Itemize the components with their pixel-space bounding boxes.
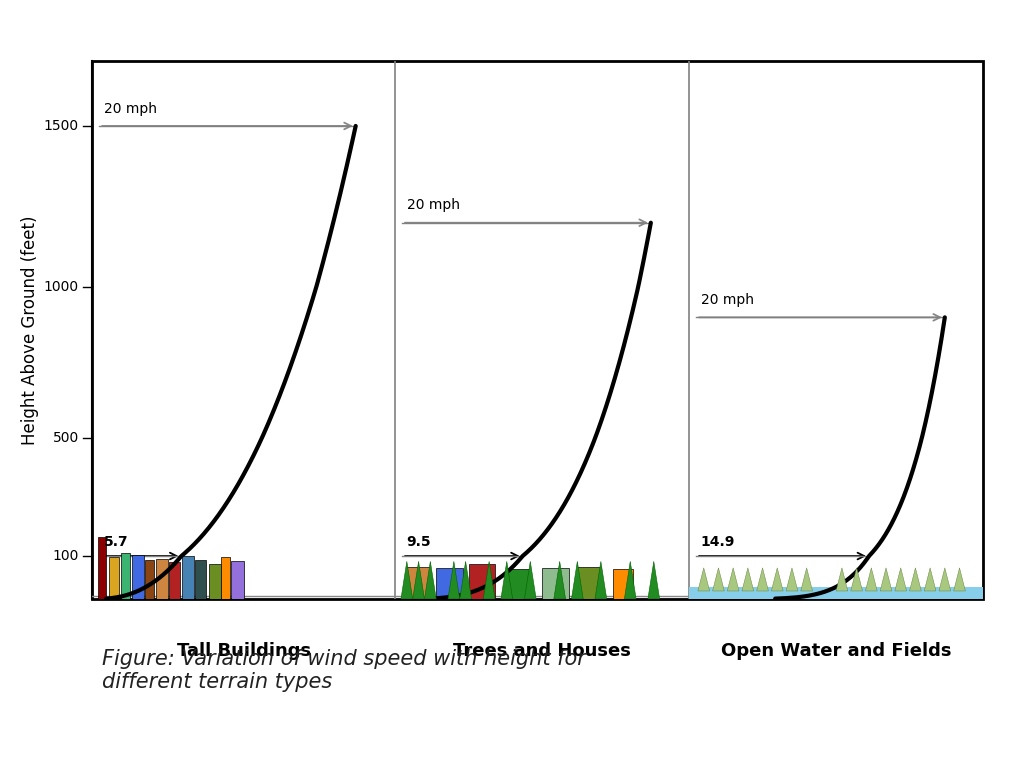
Polygon shape (698, 568, 710, 591)
Text: 1500: 1500 (44, 119, 79, 133)
Text: 20 mph: 20 mph (407, 198, 460, 212)
Text: 9.5: 9.5 (407, 535, 431, 549)
Text: Open Water and Fields: Open Water and Fields (721, 642, 951, 660)
Bar (181, 556, 194, 599)
Polygon shape (447, 561, 460, 599)
Polygon shape (909, 568, 922, 591)
Text: Tall Buildings: Tall Buildings (176, 642, 310, 660)
Polygon shape (713, 568, 724, 591)
Text: 20 mph: 20 mph (103, 101, 157, 115)
Bar (156, 559, 168, 599)
Polygon shape (881, 568, 892, 591)
Text: Figure: Variation of wind speed with height for
different terrain types: Figure: Variation of wind speed with hei… (102, 649, 587, 692)
Polygon shape (851, 568, 862, 591)
Text: 5.7: 5.7 (103, 535, 128, 549)
Bar (196, 561, 206, 599)
Bar (221, 557, 230, 599)
Polygon shape (460, 561, 471, 599)
Polygon shape (595, 561, 607, 599)
Polygon shape (554, 561, 565, 599)
Text: 100: 100 (52, 549, 79, 563)
Bar (469, 564, 495, 599)
Bar (121, 553, 130, 599)
Polygon shape (425, 561, 436, 599)
Polygon shape (865, 568, 878, 591)
Polygon shape (524, 561, 537, 599)
Text: Height Above Ground (feet): Height Above Ground (feet) (20, 216, 39, 445)
Bar (131, 555, 143, 599)
Bar (145, 561, 155, 599)
Polygon shape (625, 561, 636, 599)
Text: Trees and Houses: Trees and Houses (453, 642, 631, 660)
Polygon shape (836, 568, 848, 591)
Bar (231, 561, 244, 599)
Bar (407, 567, 430, 599)
Polygon shape (771, 568, 783, 591)
Polygon shape (571, 561, 584, 599)
Text: 14.9: 14.9 (700, 535, 735, 549)
Polygon shape (401, 561, 413, 599)
Polygon shape (501, 561, 513, 599)
Polygon shape (801, 568, 812, 591)
Bar (109, 557, 120, 599)
Polygon shape (895, 568, 906, 591)
Polygon shape (757, 568, 768, 591)
Bar (578, 567, 601, 599)
Bar (98, 538, 105, 599)
Polygon shape (953, 568, 966, 591)
Polygon shape (727, 568, 739, 591)
Polygon shape (742, 568, 754, 591)
Bar (436, 568, 463, 599)
Bar (542, 568, 568, 599)
Bar (209, 564, 221, 599)
Polygon shape (939, 568, 950, 591)
Polygon shape (786, 568, 798, 591)
Polygon shape (925, 568, 936, 591)
Bar (169, 562, 180, 599)
Text: 1000: 1000 (44, 280, 79, 294)
Bar (612, 570, 633, 599)
Polygon shape (413, 561, 425, 599)
Text: 20 mph: 20 mph (700, 293, 754, 307)
Bar (689, 588, 983, 599)
Text: 500: 500 (52, 431, 79, 445)
Polygon shape (483, 561, 495, 599)
Bar (507, 570, 530, 599)
Polygon shape (648, 561, 659, 599)
